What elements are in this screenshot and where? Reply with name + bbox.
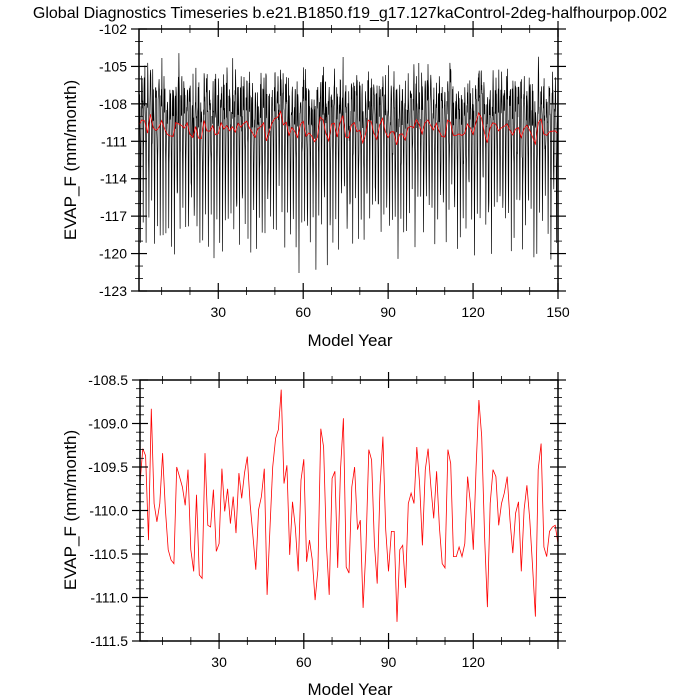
x-tick-label: 120	[461, 304, 485, 320]
plot-frame	[139, 379, 559, 642]
y-tick-label: -109.5	[88, 459, 128, 475]
y-tick-label: -123	[99, 283, 127, 299]
plot-area	[140, 389, 558, 622]
y-tick-label: -114	[100, 171, 127, 187]
y-tick-label: -102	[99, 21, 127, 37]
x-tick-label: 60	[296, 654, 312, 670]
y-tick-label: -117	[100, 208, 127, 224]
series-line-annual-mean	[140, 389, 558, 622]
plot-area	[139, 53, 558, 274]
series-line-monthly	[139, 53, 558, 274]
y-tick-label: -110.0	[89, 503, 128, 519]
top-x-axis-label: Model Year	[307, 331, 392, 350]
bottom-y-axis-label: EVAP_F (mm/month)	[61, 430, 80, 590]
y-tick-label: -105	[99, 58, 127, 74]
y-tick-label: -111	[101, 133, 127, 149]
x-tick-label: 90	[381, 654, 397, 670]
y-tick-label: -120	[99, 246, 127, 262]
chart-title: Global Diagnostics Timeseries b.e21.B185…	[33, 5, 667, 22]
plot-frame	[138, 28, 559, 292]
x-tick-label: 30	[211, 654, 227, 670]
top-y-axis-label: EVAP_F (mm/month)	[61, 80, 80, 240]
y-tick-label: -109.0	[88, 416, 128, 432]
x-tick-label: 120	[462, 654, 486, 670]
x-tick-label: 150	[546, 304, 570, 320]
y-tick-label: -108.5	[88, 372, 128, 388]
bottom-x-axis-label: Model Year	[307, 680, 392, 699]
bottom-panel: -108.5 -109.0 -109.5 -110.0 -110.5 -111.0 -111…	[88, 372, 566, 670]
y-tick-label: -110.5	[89, 546, 128, 562]
series-line-annual-mean	[139, 110, 558, 146]
y-tick-label: -108	[99, 96, 127, 112]
x-tick-label: 60	[295, 304, 311, 320]
y-tick-label: -111.5	[90, 633, 128, 649]
y-tick-label: -111.0	[90, 590, 128, 606]
top-panel: -102 -105 -108 -111 -114 -117 -120 -123 30 60 90 12…	[99, 21, 570, 320]
x-tick-label: 30	[210, 304, 226, 320]
x-tick-label: 90	[380, 304, 396, 320]
